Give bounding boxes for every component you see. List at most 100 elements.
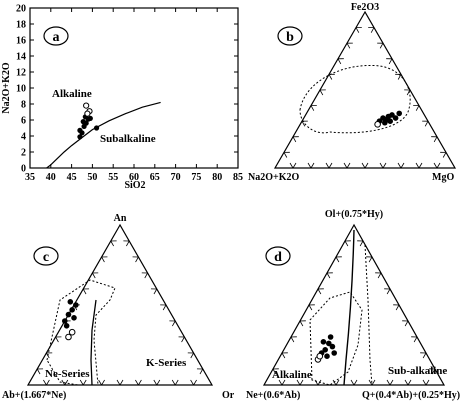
panel-d-tick xyxy=(368,379,373,386)
panel-b-tick xyxy=(292,136,297,143)
panel-c-tick xyxy=(190,352,194,359)
panel-c-tick xyxy=(116,379,121,386)
panel-b-tick xyxy=(328,74,333,80)
panel-c-filled-sample xyxy=(67,299,74,305)
panel-d-tick xyxy=(326,272,331,279)
panel-d-tick xyxy=(290,336,295,343)
panel-b-filled-sample xyxy=(387,118,394,124)
panel-d-tick xyxy=(281,379,286,386)
panel-a-x-tick-label: 60 xyxy=(129,172,139,183)
panel-d-tick xyxy=(407,379,412,386)
panel-b-filled-sample xyxy=(382,119,388,126)
panel-d-tick xyxy=(308,304,313,311)
panel-d-filled-sample xyxy=(329,343,336,350)
panel-b-letter: b xyxy=(286,30,294,45)
panel-d-filled-sample xyxy=(326,340,332,347)
panel-b-tick xyxy=(361,162,366,169)
panel-d-tick xyxy=(353,379,358,386)
panel-c-tick xyxy=(92,272,96,279)
panel-c-tick xyxy=(101,256,105,263)
panel-a-filled-sample xyxy=(77,134,83,140)
panel-a-y-tick-label: 0 xyxy=(21,164,26,175)
panel-c-tick xyxy=(64,379,69,386)
panel-c-tick xyxy=(43,379,47,386)
panel-b-tick xyxy=(292,162,297,169)
panel-a: 35 40 45 50 55 60 65 70 75 80 85 0 2 4 6 8 10 12 14 16 18 20… xyxy=(1,4,243,192)
panel-b-open-sample xyxy=(374,121,381,128)
panel-c-tick xyxy=(110,240,114,247)
panel-d-tick xyxy=(404,320,409,327)
panel-c-tick xyxy=(153,288,158,295)
panel-d-filled-sample xyxy=(327,334,334,340)
panel-b-tick xyxy=(301,121,306,127)
panel-d-open-sample xyxy=(316,352,324,360)
panel-d-tick xyxy=(278,379,283,386)
panel-b-tick xyxy=(319,89,324,96)
panel-b-left-apex-label: Na2O+K2O xyxy=(248,172,299,183)
panel-b-top-apex-label: Fe2O3 xyxy=(351,2,379,13)
panel-d-filled-sample xyxy=(324,353,330,360)
panel-a-divider-line xyxy=(46,101,161,169)
panel-c-tick xyxy=(135,256,139,263)
panel-a-filled-sample xyxy=(93,125,100,131)
panel-a-x-tick-labels: 35 40 45 50 55 60 65 70 75 80 85 xyxy=(25,172,243,183)
panel-d-tick xyxy=(272,368,277,375)
panel-c-tick xyxy=(126,240,130,247)
panel-c-tick xyxy=(171,379,176,386)
panel-a-letter: a xyxy=(53,30,60,45)
panel-a-x-tick-label: 50 xyxy=(87,172,97,183)
panel-c-samples xyxy=(62,299,79,341)
panel-b-tick xyxy=(382,162,387,169)
panel-c-filled-sample xyxy=(69,307,75,313)
panel-c-marker xyxy=(33,246,59,266)
panel-c-tick xyxy=(199,368,204,375)
panel-b-right-apex-label: MgO xyxy=(432,172,454,183)
panel-c-k-series-label: K-Series xyxy=(146,357,187,369)
panel-d-tick xyxy=(368,256,373,263)
panel-d-tick xyxy=(332,379,337,386)
panel-c-left-apex-label: Ab+(1.667*Ne) xyxy=(2,390,66,401)
panel-d-tick xyxy=(422,379,427,386)
panel-a-x-tick-label: 40 xyxy=(46,172,56,183)
panel-a-y-axis-label: Na2O+K2O xyxy=(1,62,12,113)
panel-d-tick xyxy=(404,379,409,386)
panel-a-marker xyxy=(43,26,69,46)
panel-a-x-tick-label: 85 xyxy=(233,172,243,183)
panel-a-subalkaline-label: Subalkaline xyxy=(100,133,156,145)
panel-d-filled-sample xyxy=(322,347,329,353)
panel-c-tick xyxy=(79,379,84,386)
panel-a-x-tick-label: 45 xyxy=(67,172,77,183)
panel-b-tick xyxy=(289,162,294,169)
panel-a-y-tick-label: 12 xyxy=(16,68,26,79)
panel-c-filled-sample xyxy=(62,318,68,324)
panel-c-tick xyxy=(162,304,167,311)
panel-a-y-tick-label: 4 xyxy=(21,132,26,143)
panel-b-tick xyxy=(325,162,330,169)
panel-d-field-outline xyxy=(309,291,363,386)
panel-a-x-tick-label: 65 xyxy=(150,172,160,183)
panel-b-tick xyxy=(346,162,351,169)
panel-b-tick xyxy=(346,43,351,49)
panel-d-tick xyxy=(344,240,349,247)
panel-d-tick xyxy=(299,320,304,327)
panel-c-ne-series-label: Ne-Series xyxy=(45,368,90,380)
panel-d-tick xyxy=(422,352,427,359)
panel-c-tick xyxy=(98,379,102,386)
panel-c-tick xyxy=(153,379,158,386)
panel-d-tick xyxy=(377,272,382,279)
panel-b-tick xyxy=(397,74,402,80)
panel-b-filled-sample xyxy=(392,115,399,121)
panel-d-divider-line xyxy=(343,229,355,386)
panel-a-filled-sample xyxy=(80,119,86,125)
panel-d-tick xyxy=(350,379,355,386)
panel-c-tick xyxy=(119,379,124,386)
panel-c-tick xyxy=(174,379,179,386)
panel-d-subalkaline-label: Sub-alkaline xyxy=(388,365,447,377)
panel-c-tick xyxy=(135,379,139,386)
panel-d-tick xyxy=(359,240,364,247)
panel-c-tick xyxy=(181,336,185,343)
panel-d-top-apex-label: Ol+(0.75*Hy) xyxy=(325,209,383,220)
panel-d-tick xyxy=(281,352,286,359)
panel-c-tick xyxy=(193,379,197,386)
